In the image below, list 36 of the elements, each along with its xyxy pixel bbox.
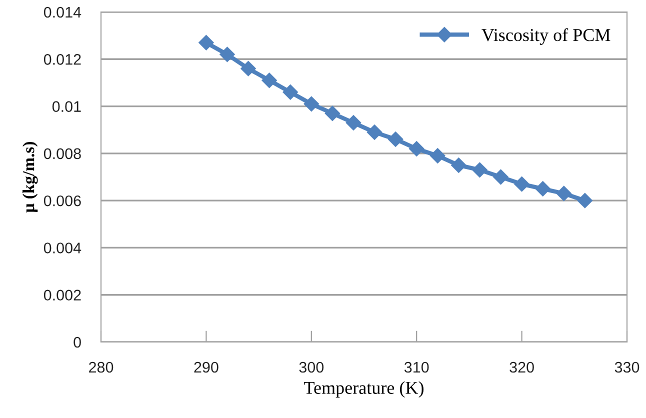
legend-label: Viscosity of PCM: [482, 28, 610, 45]
x-tick-label: 300: [299, 362, 324, 373]
point: [262, 72, 277, 88]
point: [493, 169, 508, 185]
point: [535, 181, 550, 196]
point: [220, 46, 235, 62]
point: [282, 84, 298, 100]
point: [514, 176, 530, 192]
point: [451, 158, 466, 173]
y-tick-label: 0.002: [44, 290, 81, 301]
x-axis-title: Temperature (K): [304, 381, 424, 398]
y-tick-label: 0.012: [44, 54, 81, 65]
x-tick-label: 320: [510, 362, 534, 373]
point: [388, 132, 404, 147]
y-tick-label: 0.008: [44, 148, 81, 160]
y-tick-label: 0.006: [44, 195, 81, 206]
point: [346, 115, 362, 130]
point: [366, 124, 382, 140]
point: [577, 193, 592, 208]
y-tick-label: 0.01: [52, 101, 81, 112]
x-tick-label: 280: [89, 362, 114, 373]
point: [304, 96, 319, 112]
point: [556, 186, 572, 202]
point: [324, 106, 340, 121]
point: [409, 141, 424, 156]
x-tick-label: 330: [614, 362, 640, 373]
y-tick-label: 0.014: [44, 6, 82, 18]
point: [240, 61, 256, 76]
point: [430, 148, 446, 164]
x-tick-label: 310: [404, 362, 429, 373]
y-axis-title: μ (kg/m.s): [22, 142, 38, 213]
point: [472, 162, 488, 178]
y-tick-label: 0.004: [44, 242, 82, 254]
point: [198, 35, 214, 50]
y-tick-label: 0: [74, 336, 81, 348]
x-tick-label: 290: [194, 362, 218, 373]
